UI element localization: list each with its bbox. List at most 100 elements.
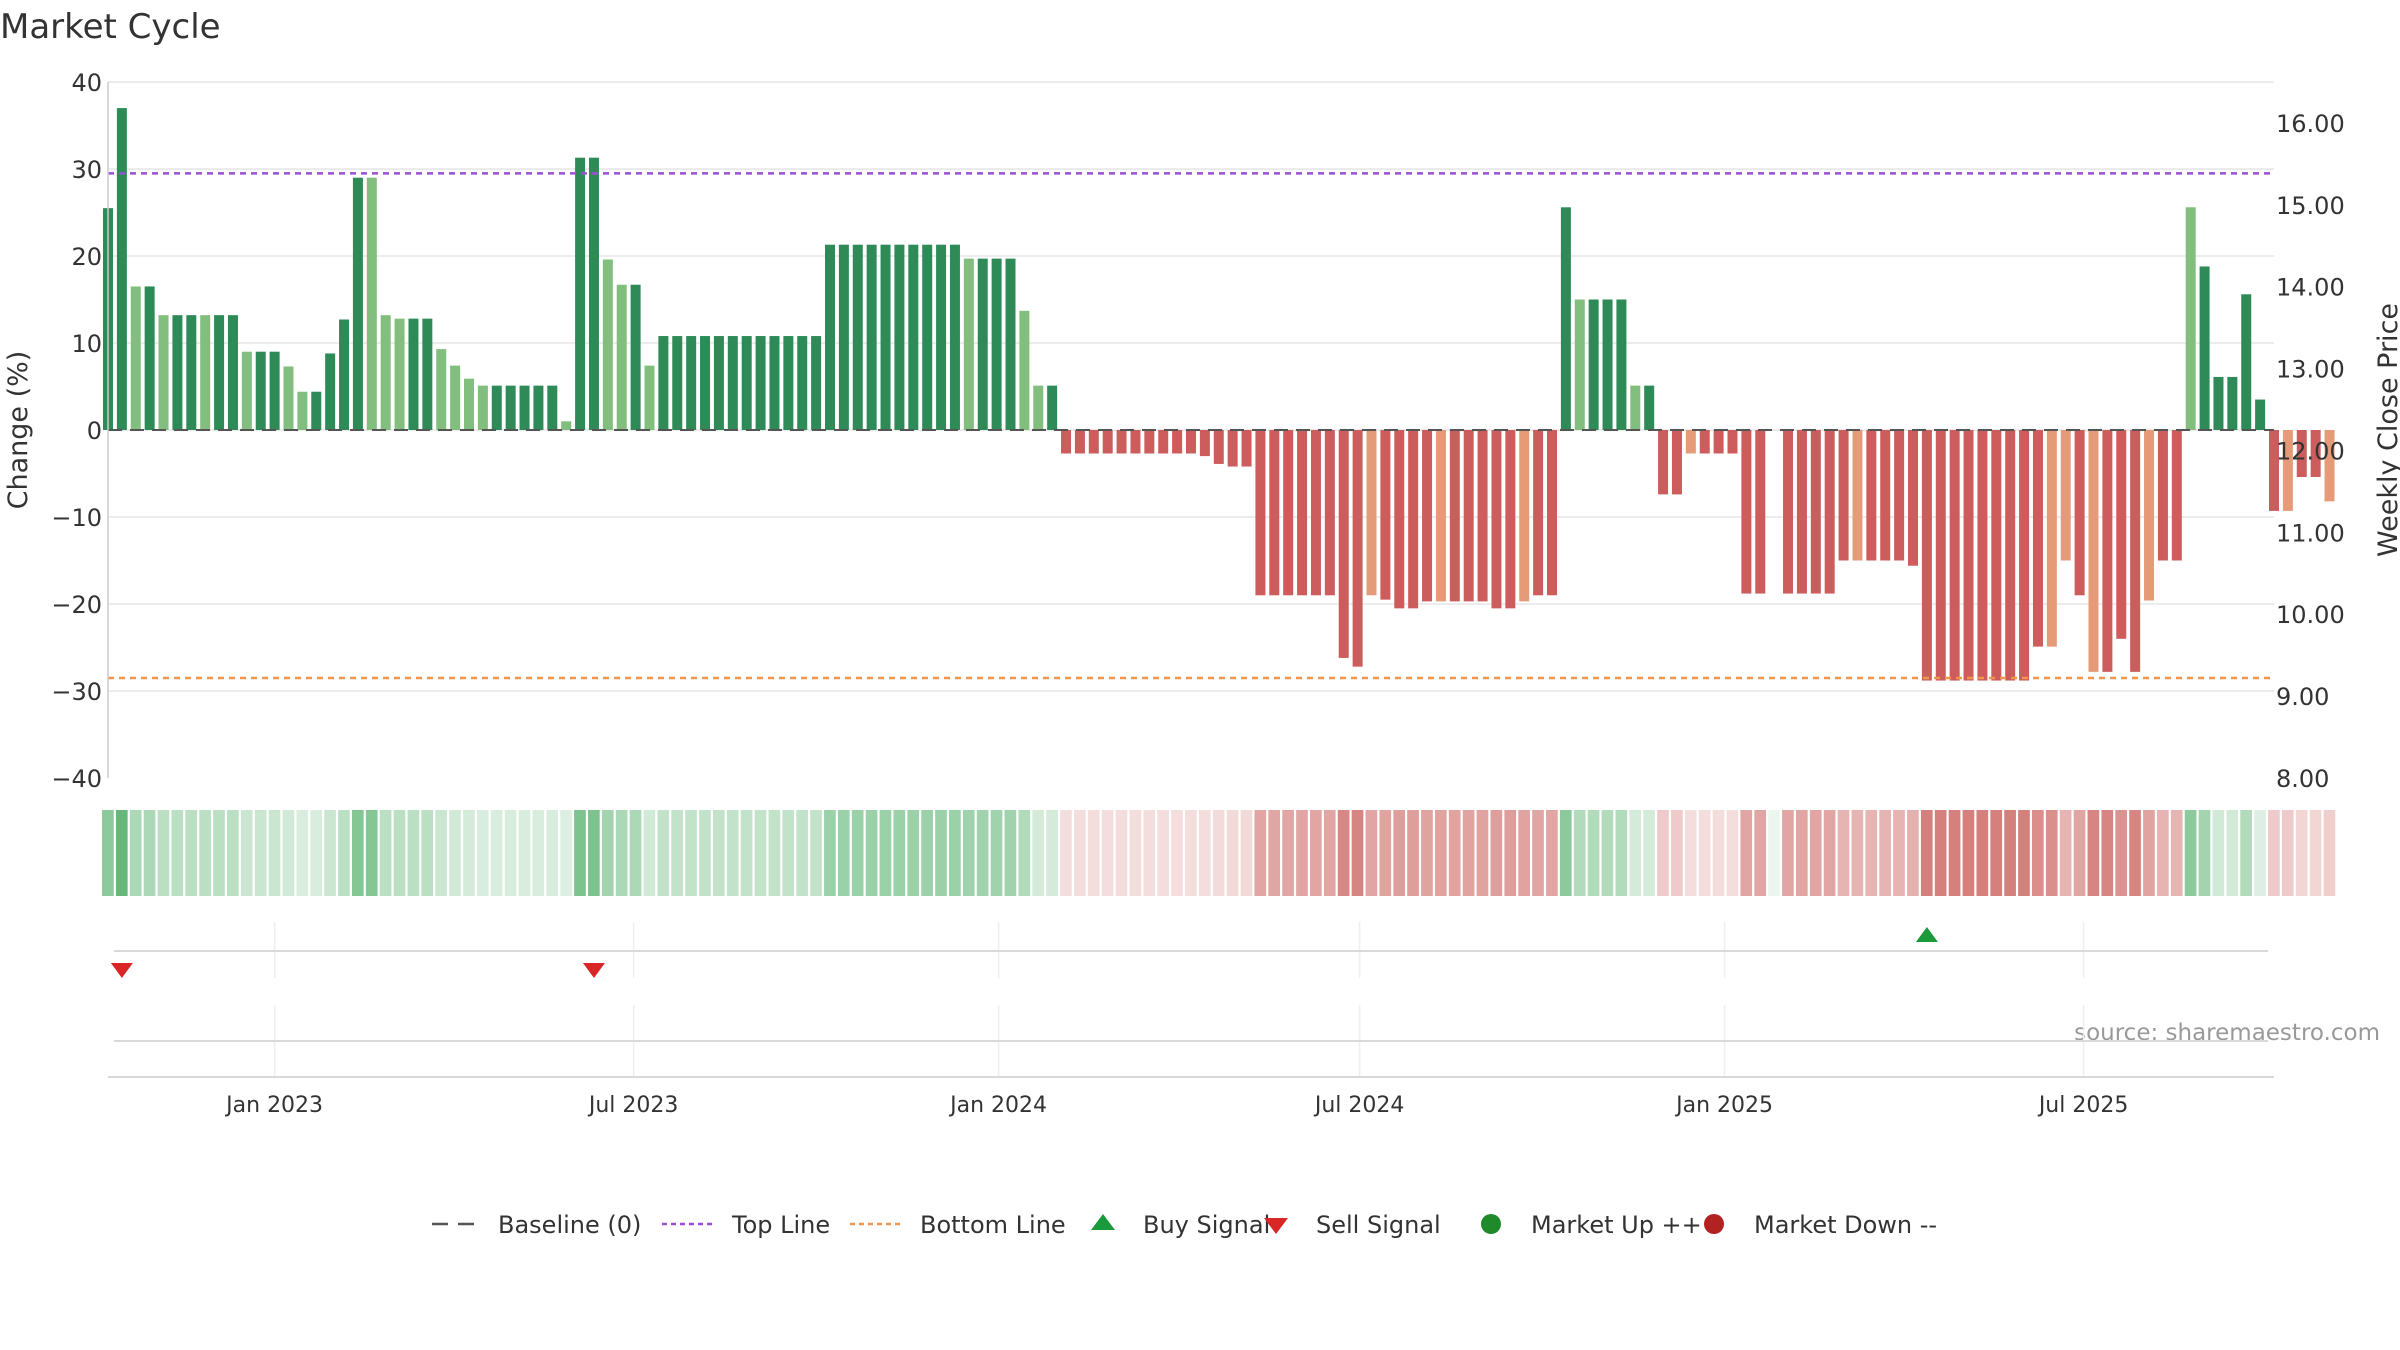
bar bbox=[811, 336, 822, 430]
strip-cell bbox=[685, 810, 697, 896]
legend-item: Bottom Line bbox=[850, 1211, 1066, 1239]
strip-cell bbox=[1032, 810, 1045, 896]
strip-cell bbox=[796, 810, 808, 896]
bar bbox=[311, 391, 322, 430]
bar bbox=[2116, 430, 2127, 639]
strip-cell bbox=[893, 810, 906, 896]
bar bbox=[186, 315, 197, 430]
strip-cell bbox=[2323, 810, 2336, 896]
x-tick-label: Jan 2024 bbox=[948, 1093, 1047, 1118]
bar bbox=[464, 378, 474, 430]
strip-cell bbox=[1712, 810, 1725, 896]
bar bbox=[991, 258, 1002, 430]
x-tick-label: Jul 2023 bbox=[587, 1093, 679, 1118]
strip-cell bbox=[2295, 810, 2308, 896]
strip-cell bbox=[1337, 810, 1350, 896]
bar bbox=[1477, 430, 1488, 602]
bar bbox=[1658, 430, 1669, 495]
strip-cell bbox=[1157, 810, 1169, 896]
bar bbox=[1047, 385, 1058, 430]
strip-cell bbox=[1643, 810, 1655, 896]
strip-cell bbox=[824, 810, 836, 896]
legend-swatch-circle bbox=[1481, 1214, 1501, 1234]
bar bbox=[783, 336, 794, 430]
bar bbox=[2171, 430, 2182, 561]
bar bbox=[1894, 430, 1905, 561]
strip-cell bbox=[282, 810, 295, 896]
bar bbox=[158, 315, 169, 430]
strip-cell bbox=[1365, 810, 1378, 896]
bar bbox=[1088, 430, 1099, 454]
bar bbox=[2324, 430, 2335, 502]
strip-cell bbox=[2170, 810, 2183, 896]
bar bbox=[1380, 430, 1391, 600]
bar bbox=[575, 157, 586, 430]
bar bbox=[547, 385, 558, 430]
bar bbox=[1130, 430, 1141, 454]
bar bbox=[2046, 430, 2057, 647]
bar bbox=[172, 315, 183, 430]
y2-tick-label: 10.00 bbox=[2276, 601, 2345, 629]
bar bbox=[241, 351, 252, 430]
strip-cell bbox=[1323, 810, 1336, 896]
bar bbox=[200, 315, 211, 430]
strip-cell bbox=[2240, 810, 2252, 896]
sell-signal-marker bbox=[110, 963, 133, 978]
bar bbox=[1880, 430, 1891, 561]
bar bbox=[2074, 430, 2085, 596]
bar bbox=[1644, 385, 1655, 430]
bar bbox=[380, 315, 391, 430]
strip-cell bbox=[476, 810, 489, 896]
bar bbox=[2032, 430, 2043, 647]
bar bbox=[1352, 430, 1363, 667]
strip-cell bbox=[935, 810, 947, 896]
bar bbox=[1186, 430, 1196, 454]
strip-cell bbox=[227, 810, 239, 896]
strip-cell bbox=[1254, 810, 1267, 896]
bar bbox=[741, 336, 752, 430]
strip-cell bbox=[407, 810, 420, 896]
strip-cell bbox=[1684, 810, 1697, 896]
strip-cell bbox=[657, 810, 670, 896]
bar bbox=[1310, 430, 1321, 596]
bar bbox=[1824, 430, 1835, 594]
y-tick-label: 40 bbox=[71, 69, 102, 97]
bar bbox=[1338, 430, 1349, 658]
strip-cell bbox=[546, 810, 559, 896]
x-tick-label: Jul 2025 bbox=[2037, 1093, 2129, 1118]
strip-cell bbox=[768, 810, 781, 896]
bar bbox=[1783, 430, 1794, 594]
strip-cell bbox=[1296, 810, 1308, 896]
strip-cell bbox=[1809, 810, 1822, 896]
bar bbox=[477, 385, 488, 430]
bar bbox=[852, 244, 863, 430]
bar bbox=[2130, 430, 2141, 672]
bar bbox=[2157, 430, 2168, 561]
strip-cell bbox=[1129, 810, 1142, 896]
strip-cell bbox=[1657, 810, 1669, 896]
strip-cell bbox=[2212, 810, 2225, 896]
bar bbox=[436, 349, 447, 430]
strip-cell bbox=[1837, 810, 1850, 896]
strip-cell bbox=[1504, 810, 1517, 896]
bar bbox=[1408, 430, 1419, 609]
strip-cell bbox=[921, 810, 933, 896]
bar bbox=[2213, 376, 2224, 430]
strip-cell bbox=[2129, 810, 2141, 896]
bar bbox=[1685, 430, 1696, 454]
legend-item: Buy Signal bbox=[1091, 1211, 1270, 1239]
strip-cell bbox=[1740, 810, 1753, 896]
strip-cell bbox=[1768, 810, 1780, 896]
bar bbox=[2310, 430, 2321, 477]
bar bbox=[2296, 430, 2307, 477]
strip-cell bbox=[962, 810, 975, 896]
strip-cell bbox=[1782, 810, 1794, 896]
bar bbox=[297, 391, 308, 430]
strip-cell bbox=[1601, 810, 1614, 896]
legend-swatch-circle bbox=[1704, 1214, 1724, 1234]
bar bbox=[1422, 430, 1433, 602]
bar bbox=[908, 244, 919, 430]
strip-cell bbox=[115, 810, 128, 896]
strip-cell bbox=[1046, 810, 1058, 896]
bar bbox=[2019, 430, 2030, 681]
